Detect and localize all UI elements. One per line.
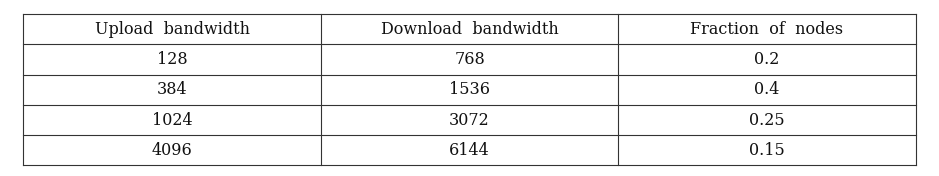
Text: 0.25: 0.25	[749, 112, 785, 128]
Text: 1024: 1024	[152, 112, 192, 128]
Text: 0.2: 0.2	[754, 51, 779, 68]
Text: 128: 128	[157, 51, 187, 68]
Text: 4096: 4096	[151, 142, 192, 159]
Text: Download  bandwidth: Download bandwidth	[380, 21, 559, 38]
Text: 768: 768	[454, 51, 485, 68]
Text: Upload  bandwidth: Upload bandwidth	[95, 21, 250, 38]
Text: 384: 384	[157, 81, 187, 98]
Text: 0.4: 0.4	[754, 81, 779, 98]
Text: 1536: 1536	[449, 81, 490, 98]
Text: 3072: 3072	[449, 112, 490, 128]
Text: 6144: 6144	[449, 142, 490, 159]
Text: Fraction  of  nodes: Fraction of nodes	[690, 21, 843, 38]
Text: 0.15: 0.15	[749, 142, 785, 159]
